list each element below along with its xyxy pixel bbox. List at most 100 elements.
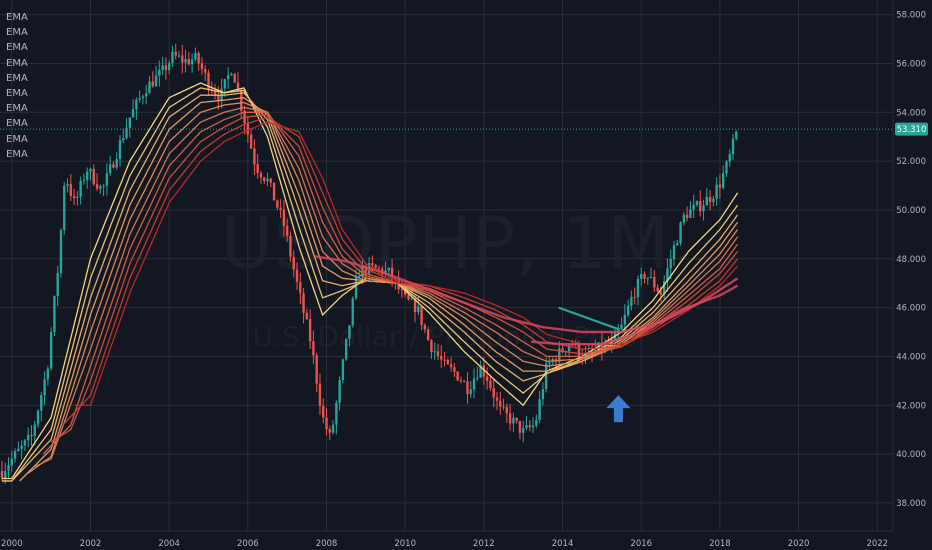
candle-body [404, 289, 407, 295]
candle-body [190, 59, 194, 65]
candle-body [95, 184, 99, 189]
legend-item-ema[interactable]: EMA [6, 42, 28, 54]
candle-body [167, 63, 171, 70]
candle-body [502, 406, 505, 408]
x-tick-label: 2006 [237, 539, 259, 549]
candle-body [672, 245, 676, 259]
x-tick-label: 2016 [630, 539, 652, 549]
candle-body [374, 265, 377, 268]
candle-body [728, 154, 731, 162]
candle-body [662, 281, 666, 295]
candle-body [49, 331, 53, 369]
candle-body [446, 360, 450, 365]
candle-body [341, 359, 345, 381]
candle-body [456, 371, 459, 381]
candle-body [361, 266, 364, 276]
ema-line [19, 97, 739, 482]
candle-body [649, 276, 653, 278]
candle-body [735, 131, 738, 139]
x-tick-label: 2002 [80, 539, 102, 549]
legend-item-ema[interactable]: EMA [6, 72, 28, 84]
legend-item-ema[interactable]: EMA [6, 133, 28, 145]
ema-ribbon [2, 82, 739, 482]
candle-body [171, 51, 174, 64]
y-tick-label: 46.000 [896, 304, 926, 314]
candle-body [449, 364, 453, 368]
candle-body [315, 355, 318, 384]
candle-body [440, 355, 443, 360]
candle-body [721, 173, 725, 188]
legend-item-ema[interactable]: EMA [6, 57, 28, 69]
candle-body [272, 182, 276, 201]
candle-body [308, 319, 312, 342]
candle-body [86, 171, 89, 180]
candle-body [423, 324, 427, 330]
candle-body [705, 196, 708, 206]
candle-body [718, 184, 722, 188]
candle-body [653, 276, 656, 288]
candle-body [161, 65, 164, 70]
candle-body [13, 451, 17, 459]
candle-body [72, 195, 76, 199]
candle-body [617, 329, 620, 332]
candle-body [358, 275, 361, 278]
legend-item-ema[interactable]: EMA [6, 148, 28, 160]
candle-body [23, 440, 27, 446]
y-tick-label: 44.000 [896, 352, 926, 362]
candle-body [174, 51, 177, 56]
y-tick-label: 42.000 [896, 401, 926, 411]
legend-item-ema[interactable]: EMA [6, 103, 28, 115]
candle-body [305, 312, 309, 320]
candle-body [417, 306, 420, 313]
candle-body [685, 214, 689, 219]
candle-body [476, 377, 479, 379]
candle-body [112, 164, 115, 168]
candle-body [505, 407, 509, 414]
last-price-badge [895, 122, 928, 136]
y-tick-label: 52.000 [896, 157, 926, 167]
candle-body [538, 399, 541, 420]
candle-body [469, 389, 472, 395]
candle-body [436, 351, 440, 356]
legend-item-ema[interactable]: EMA [6, 118, 28, 130]
candle-body [430, 340, 433, 352]
candle-body [194, 52, 197, 60]
candle-body [177, 55, 181, 57]
watermark-symbol: USDPHP, 1M [221, 201, 670, 285]
candle-body [525, 425, 528, 428]
candle-body [276, 200, 279, 208]
candle-body [295, 269, 299, 282]
candle-body [200, 63, 204, 70]
candle-body [17, 448, 20, 452]
candle-body [30, 434, 33, 436]
legend-item-ema[interactable]: EMA [6, 12, 28, 23]
up-arrow-shape [606, 395, 631, 423]
candle-body [181, 55, 184, 63]
candle-body [495, 397, 499, 401]
candle-body [226, 75, 230, 80]
candle-body [148, 81, 151, 94]
y-tick-label: 54.000 [896, 108, 926, 118]
up-arrow-icon [606, 395, 631, 423]
candle-body [371, 263, 374, 266]
candle-body [259, 173, 263, 178]
candle-body [623, 314, 627, 325]
candle-body [164, 65, 168, 70]
legend-item-ema[interactable]: EMA [6, 88, 28, 100]
candle-body [230, 73, 233, 76]
candle-body [558, 348, 561, 362]
candle-body [633, 296, 636, 298]
legend-item-ema[interactable]: EMA [6, 27, 28, 39]
candle-body [279, 207, 282, 210]
candle-body [285, 225, 289, 236]
candle-body [643, 274, 646, 279]
candle-body [299, 281, 302, 294]
candle-body [263, 177, 266, 182]
candle-body [328, 429, 331, 433]
x-tick-label: 2004 [158, 539, 180, 549]
candle-body [466, 381, 469, 395]
ema-long-line [531, 284, 739, 346]
ema-line [27, 101, 739, 475]
